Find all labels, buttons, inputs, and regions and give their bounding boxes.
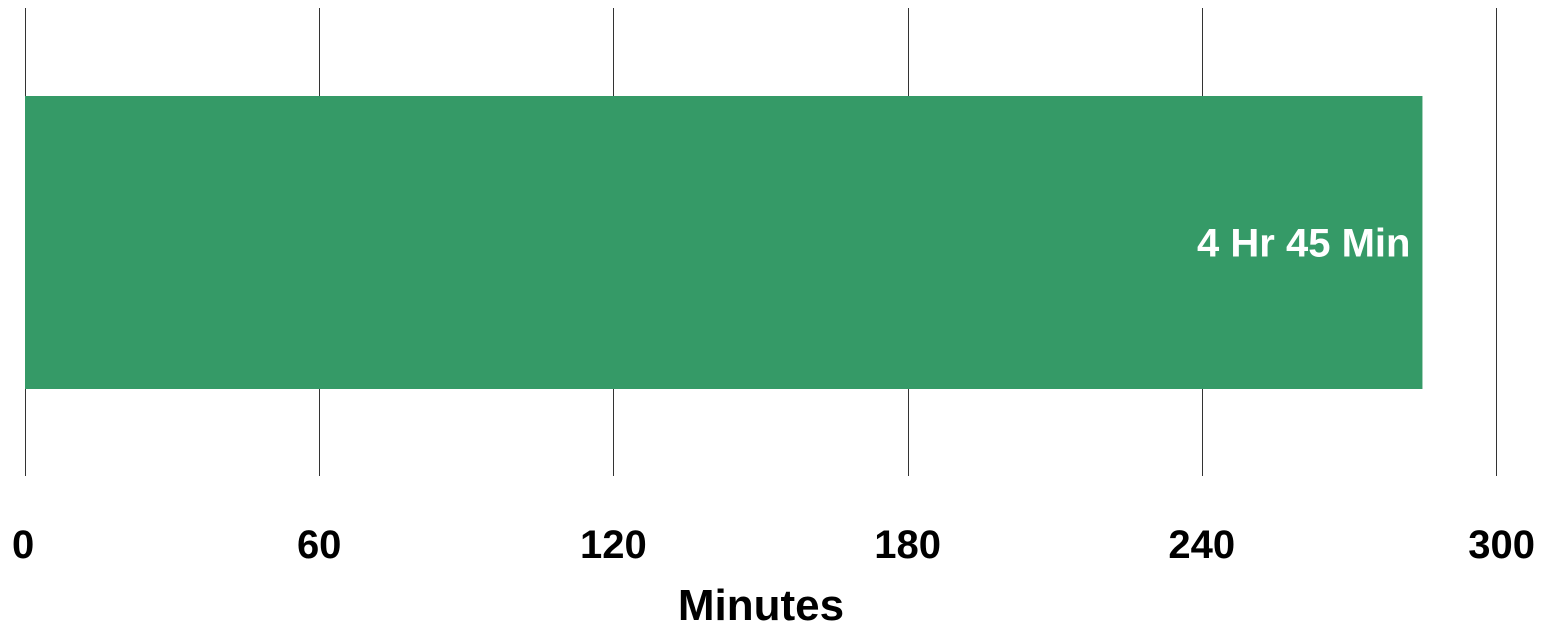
x-tick-label-60: 60 bbox=[297, 523, 342, 567]
x-tick-label-300: 300 bbox=[1468, 523, 1535, 567]
x-tick-label-120: 120 bbox=[580, 523, 647, 567]
bars: 4 Hr 45 Min bbox=[25, 96, 1423, 389]
x-tick-label-240: 240 bbox=[1168, 523, 1235, 567]
x-axis-title: Minutes bbox=[678, 581, 844, 625]
x-tick-label-180: 180 bbox=[874, 523, 941, 567]
bar-0 bbox=[25, 96, 1423, 389]
bar-data-label: 4 Hr 45 Min bbox=[1197, 222, 1410, 266]
x-tick-labels: 0 60 120 180 240 300 bbox=[12, 523, 1535, 567]
x-tick-label-0: 0 bbox=[12, 523, 34, 567]
